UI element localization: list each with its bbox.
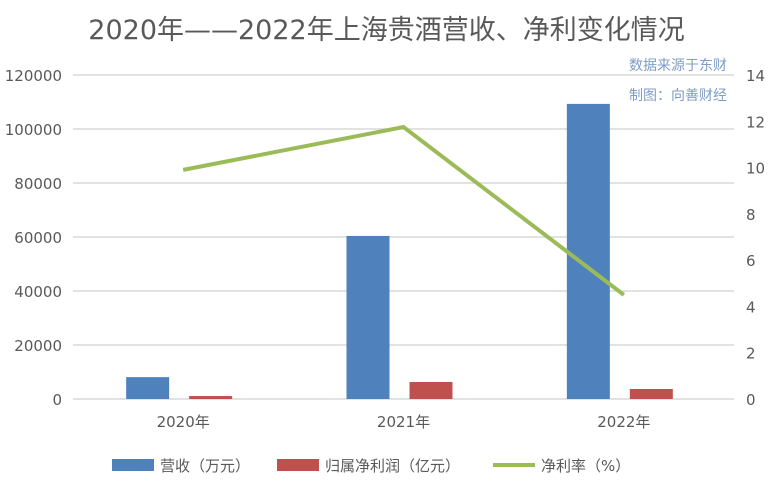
left-tick-label: 60000	[14, 229, 62, 247]
right-tick-label: 10	[746, 160, 765, 178]
right-tick-label: 8	[746, 206, 756, 224]
bar-net-profit	[629, 389, 673, 399]
legend-swatch	[277, 459, 319, 471]
x-tick-label: 2022年	[597, 413, 650, 431]
legend-swatch	[112, 459, 154, 471]
legend-label: 净利率（%）	[541, 457, 630, 475]
bar-revenue	[126, 377, 170, 399]
right-tick-label: 0	[746, 391, 756, 409]
source-note: 数据来源于东财	[629, 58, 727, 74]
x-tick-label: 2021年	[377, 413, 430, 431]
left-tick-label: 20000	[14, 337, 62, 355]
right-tick-label: 2	[746, 345, 756, 363]
bar-net-profit	[189, 396, 233, 399]
line-net-margin	[182, 124, 626, 297]
x-tick-label: 2020年	[157, 413, 210, 431]
left-tick-label: 100000	[5, 121, 62, 139]
right-tick-label: 6	[746, 252, 756, 270]
left-tick-label: 120000	[5, 67, 62, 85]
left-tick-label: 0	[52, 391, 62, 409]
author-note: 制图：向善财经	[629, 88, 727, 104]
bar-revenue	[346, 235, 390, 399]
right-tick-label: 14	[746, 67, 765, 85]
legend-label: 营收（万元）	[160, 457, 250, 475]
left-tick-label: 40000	[14, 283, 62, 301]
bar-net-profit	[409, 381, 453, 399]
left-tick-label: 80000	[14, 175, 62, 193]
right-tick-label: 4	[746, 298, 756, 316]
chart-title: 2020年——2022年上海贵酒营收、净利变化情况	[88, 15, 685, 46]
right-tick-label: 12	[746, 113, 765, 131]
bar-revenue	[566, 103, 610, 399]
legend-label: 归属净利润（亿元）	[325, 457, 460, 475]
